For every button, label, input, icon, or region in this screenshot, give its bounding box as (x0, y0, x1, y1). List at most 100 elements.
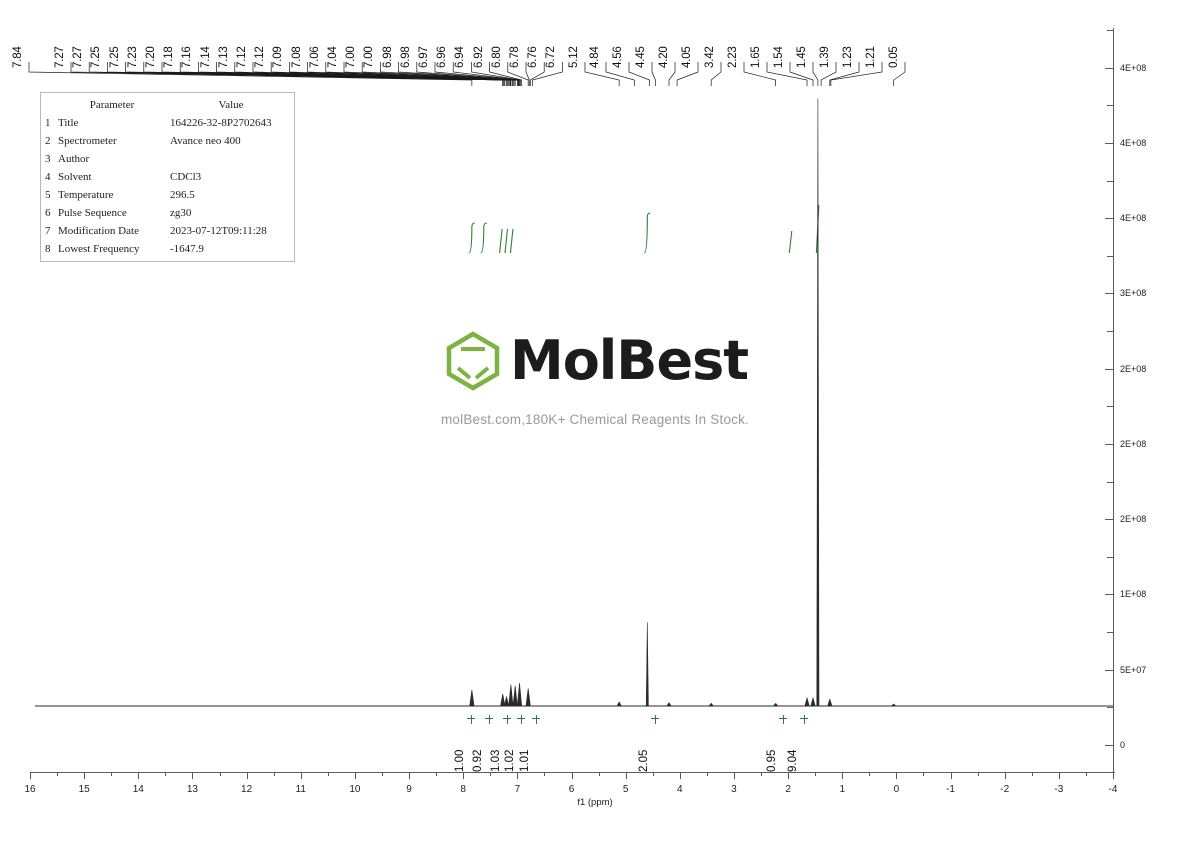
parameter-table: Parameter Value 1 Title 164226-32-8P2702643 2… (40, 92, 295, 262)
param-index: 2 (45, 134, 51, 147)
x-axis-minor-tick (327, 772, 329, 776)
spectrum-peak (516, 683, 523, 707)
x-axis-label: 14 (132, 784, 144, 795)
integral-value-label: 1.00 (454, 749, 466, 772)
x-axis-tick (517, 772, 519, 779)
param-index: 8 (45, 242, 51, 255)
peak-leader-line (434, 62, 520, 86)
integral-tick-stem (655, 715, 657, 724)
y-axis-tick (1105, 293, 1113, 295)
y-axis-label: 4E+08 (1120, 213, 1147, 224)
peak-leader-line (471, 62, 521, 86)
integral-value-label: 2.05 (638, 749, 650, 772)
x-axis-tick (625, 772, 627, 779)
integral-value-label: 0.95 (766, 749, 778, 772)
x-axis-tick (733, 772, 735, 779)
parameter-row: 8 Lowest Frequency -1647.9 (41, 241, 294, 259)
x-axis-minor-tick (490, 772, 492, 776)
spectrum-peak (503, 696, 510, 707)
y-axis-label: 0 (1120, 740, 1126, 750)
y-axis-tick (1107, 481, 1113, 483)
peak-leader-line (289, 62, 513, 86)
integral-curve (509, 228, 514, 254)
x-axis-tick (896, 772, 898, 779)
x-axis-tick (1058, 772, 1060, 779)
peak-leader-line (893, 62, 906, 86)
y-axis-tick (1105, 368, 1113, 370)
peak-leader-line (325, 62, 515, 86)
x-axis-label: 7 (514, 784, 521, 795)
parameter-row: 3 Author (41, 151, 294, 169)
peak-leader-line (529, 62, 545, 86)
peak-leader-line (676, 62, 699, 86)
x-axis-minor-tick (598, 772, 600, 776)
param-name: Pulse Sequence (58, 206, 127, 219)
param-value: 164226-32-8P2702643 (170, 116, 272, 129)
spectrum-peak (816, 98, 820, 707)
x-axis-tick (138, 772, 140, 779)
x-axis-label: -3 (1054, 784, 1064, 795)
x-axis-minor-tick (652, 772, 654, 776)
spectrum-peak (772, 702, 779, 707)
peak-leader-line (507, 62, 529, 86)
y-axis-tick (1107, 105, 1113, 107)
spectrum-peak (512, 685, 518, 707)
integral-value-label: 0.92 (472, 749, 484, 772)
peak-leader-line (270, 62, 512, 86)
peak-leader-line (820, 62, 837, 86)
x-axis-label: 5 (622, 784, 629, 795)
hexagon-logo-icon (446, 331, 500, 391)
x-axis-label: 13 (186, 784, 198, 795)
param-index: 1 (45, 116, 51, 129)
peak-leader-line (307, 62, 514, 86)
integral-tick-stem (489, 715, 491, 724)
x-axis-minor-tick (165, 772, 167, 776)
integral-value-label: 9.04 (787, 749, 799, 772)
x-axis-label: -4 (1108, 784, 1118, 795)
peak-leader-line (452, 62, 520, 86)
x-axis-tick (463, 772, 465, 779)
x-axis-minor-tick (544, 772, 546, 776)
integral-tick-stem (536, 715, 538, 724)
spectrum-peak (645, 622, 649, 707)
x-axis-tick (571, 772, 573, 779)
peak-leader-line (343, 62, 516, 86)
param-name: Author (58, 152, 90, 165)
param-value: Avance neo 400 (170, 134, 241, 147)
x-axis-label: 10 (349, 784, 361, 795)
y-axis-tick (1107, 406, 1113, 408)
y-axis-tick (1105, 218, 1113, 220)
watermark-tagline: molBest.com,180K+ Chemical Reagents In S… (440, 412, 750, 427)
spectrum-peak (890, 703, 897, 707)
x-axis-minor-tick (219, 772, 221, 776)
x-axis-label: 15 (78, 784, 90, 795)
param-name: Solvent (58, 170, 92, 183)
parameter-row: 4 Solvent CDCl3 (41, 169, 294, 187)
peak-leader-line (766, 62, 808, 86)
y-axis-label: 4E+08 (1120, 137, 1147, 148)
x-axis-label: 4 (677, 784, 683, 795)
spectrum-peak (500, 693, 506, 707)
x-axis-title: f1 (ppm) (577, 797, 613, 808)
x-axis-tick (409, 772, 411, 779)
param-index: 7 (45, 224, 51, 237)
peak-leader-line (525, 62, 530, 86)
param-name: Title (58, 116, 79, 129)
x-axis-minor-tick (923, 772, 925, 776)
param-value: 296.5 (170, 188, 195, 201)
integral-value-label: 1.03 (490, 749, 502, 772)
parameter-table-header: Parameter Value (41, 97, 294, 115)
y-axis-tick (1105, 67, 1113, 69)
y-axis-label: 1E+08 (1120, 589, 1147, 600)
peak-leader-line (380, 62, 518, 86)
x-axis-minor-tick (706, 772, 708, 776)
x-axis-tick (1113, 772, 1114, 779)
integral-value-label: 1.01 (519, 749, 531, 772)
x-axis-tick (84, 772, 86, 779)
y-axis-line (1113, 28, 1114, 773)
spectrum-peak (708, 702, 715, 707)
peak-leader-line (489, 62, 523, 86)
x-axis-minor-tick (869, 772, 871, 776)
spectrum-peak (616, 701, 622, 707)
